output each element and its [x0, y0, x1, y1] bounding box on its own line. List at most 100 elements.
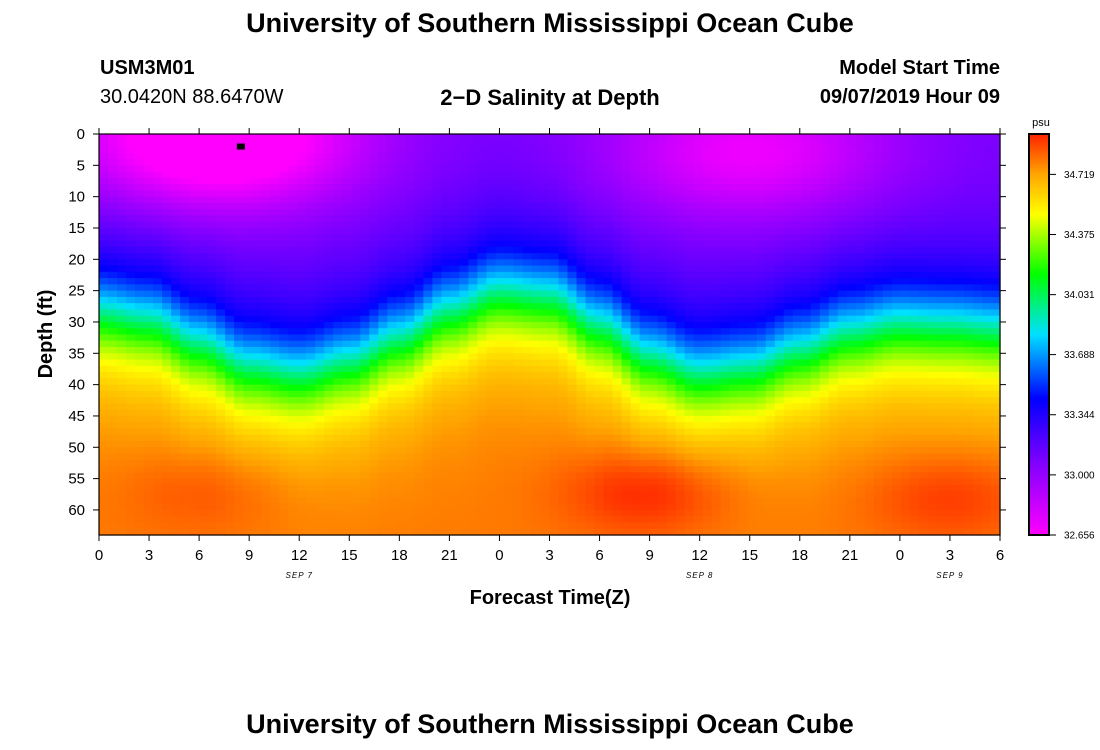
heatmap-cell: [171, 253, 181, 260]
heatmap-cell: [603, 253, 614, 260]
heatmap-cell: [144, 152, 154, 160]
heatmap-cell: [414, 328, 424, 336]
heatmap-cell: [414, 134, 424, 141]
heatmap-cell: [612, 340, 623, 348]
heatmap-cell: [432, 196, 442, 204]
heatmap-cell: [315, 397, 325, 405]
heatmap-cell: [243, 353, 253, 361]
heatmap-cell: [432, 372, 442, 379]
heatmap-cell: [441, 353, 451, 361]
heatmap-cell: [252, 340, 262, 348]
heatmap-cell: [405, 340, 415, 348]
heatmap-cell: [198, 246, 208, 254]
heatmap-cell: [981, 253, 992, 260]
heatmap-cell: [612, 290, 623, 298]
heatmap-cell: [603, 359, 614, 367]
heatmap-cell: [342, 409, 352, 417]
heatmap-cell: [225, 321, 235, 329]
heatmap-cell: [855, 184, 866, 191]
heatmap-cell: [135, 134, 145, 141]
heatmap-cell: [252, 384, 262, 392]
heatmap-cell: [747, 177, 758, 185]
heatmap-cell: [405, 315, 415, 323]
heatmap-cell: [288, 441, 298, 448]
heatmap-cell: [171, 359, 181, 367]
heatmap-cell: [783, 384, 794, 392]
heatmap-cell: [549, 328, 560, 336]
heatmap-cell: [882, 334, 893, 342]
heatmap-cell: [225, 177, 235, 185]
heatmap-cell: [729, 234, 740, 242]
heatmap-cell: [288, 390, 298, 398]
heatmap-cell: [594, 434, 605, 442]
heatmap-cell: [621, 384, 632, 392]
heatmap-cell: [675, 234, 686, 242]
heatmap-cell: [810, 190, 821, 198]
heatmap-cell: [396, 422, 406, 430]
heatmap-cell: [882, 234, 893, 242]
heatmap-cell: [189, 221, 199, 229]
heatmap-cell: [963, 303, 974, 311]
heatmap-cell: [801, 365, 812, 373]
heatmap-cell: [279, 347, 289, 354]
heatmap-cell: [783, 353, 794, 361]
heatmap-cell: [450, 159, 460, 166]
heatmap-cell: [513, 171, 524, 179]
heatmap-cell: [252, 409, 262, 417]
heatmap-cell: [801, 246, 812, 254]
heatmap-cell: [216, 202, 226, 210]
heatmap-cell: [945, 265, 956, 273]
heatmap-cell: [882, 253, 893, 260]
heatmap-cell: [918, 347, 929, 354]
heatmap-cell: [639, 403, 650, 411]
heatmap-cell: [369, 353, 379, 361]
heatmap-cell: [531, 140, 542, 148]
heatmap-cell: [810, 196, 821, 204]
heatmap-cell: [828, 403, 839, 411]
heatmap-cell: [900, 409, 911, 417]
heatmap-cell: [585, 296, 596, 304]
heatmap-cell: [315, 265, 325, 273]
heatmap-cell: [936, 234, 947, 242]
heatmap-cell: [189, 434, 199, 442]
heatmap-cell: [981, 353, 992, 361]
heatmap-cell: [720, 403, 731, 411]
heatmap-cell: [765, 196, 776, 204]
heatmap-cell: [882, 227, 893, 235]
heatmap-cell: [711, 221, 722, 229]
heatmap-cell: [360, 227, 370, 235]
heatmap-cell: [558, 384, 569, 392]
heatmap-cell: [261, 296, 271, 304]
heatmap-cell: [603, 271, 614, 279]
heatmap-cell: [648, 265, 659, 273]
heatmap-cell: [432, 390, 442, 398]
heatmap-cell: [675, 428, 686, 436]
heatmap-cell: [603, 397, 614, 405]
heatmap-cell: [315, 159, 325, 166]
heatmap-cell: [234, 422, 244, 430]
heatmap-cell: [873, 428, 884, 436]
heatmap-cell: [891, 265, 902, 273]
heatmap-cell: [585, 328, 596, 336]
heatmap-cell: [945, 378, 956, 386]
heatmap-cell: [549, 209, 560, 217]
heatmap-cell: [621, 215, 632, 223]
heatmap-cell: [351, 265, 361, 273]
heatmap-cell: [207, 378, 217, 386]
heatmap-cell: [738, 278, 749, 285]
heatmap-cell: [342, 347, 352, 354]
heatmap-cell: [189, 134, 199, 141]
heatmap-cell: [675, 365, 686, 373]
heatmap-cell: [459, 296, 470, 304]
heatmap-cell: [369, 271, 379, 279]
heatmap-cell: [414, 177, 424, 185]
heatmap-cell: [810, 434, 821, 442]
heatmap-cell: [981, 184, 992, 191]
heatmap-cell: [396, 271, 406, 279]
heatmap-cell: [495, 422, 506, 430]
heatmap-cell: [585, 372, 596, 379]
heatmap-cell: [585, 353, 596, 361]
heatmap-cell: [297, 372, 307, 379]
heatmap-cell: [693, 290, 704, 298]
heatmap-cell: [648, 152, 659, 160]
